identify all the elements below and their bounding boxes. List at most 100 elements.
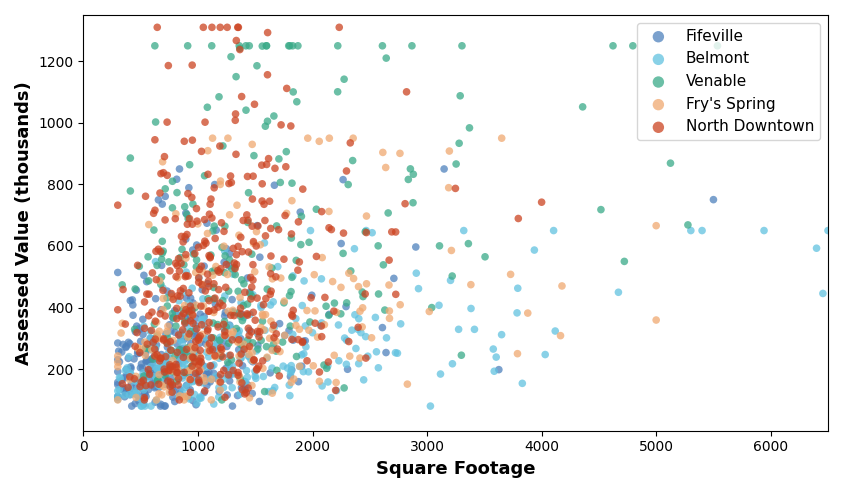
- Venable: [618, 257, 631, 265]
- Venable: [228, 271, 242, 279]
- North Downtown: [264, 224, 277, 232]
- Venable: [250, 62, 264, 70]
- North Downtown: [191, 336, 205, 344]
- Fifeville: [118, 388, 132, 396]
- Fry's Spring: [225, 330, 239, 338]
- Belmont: [233, 373, 246, 381]
- North Downtown: [271, 226, 285, 234]
- Belmont: [234, 348, 248, 355]
- North Downtown: [219, 283, 233, 291]
- Fry's Spring: [278, 331, 292, 339]
- Fifeville: [128, 384, 142, 392]
- Belmont: [237, 314, 250, 321]
- Fifeville: [141, 356, 154, 364]
- Venable: [245, 250, 259, 258]
- Fifeville: [264, 369, 277, 377]
- Fry's Spring: [153, 371, 166, 379]
- Fifeville: [336, 176, 350, 183]
- Fifeville: [127, 355, 141, 363]
- Fry's Spring: [255, 310, 269, 318]
- North Downtown: [194, 302, 207, 310]
- Fifeville: [379, 349, 393, 356]
- Fifeville: [159, 358, 173, 366]
- North Downtown: [228, 116, 242, 124]
- Fifeville: [135, 360, 148, 368]
- North Downtown: [214, 344, 228, 352]
- North Downtown: [205, 334, 218, 342]
- Venable: [406, 170, 420, 178]
- North Downtown: [179, 273, 192, 281]
- Fifeville: [148, 374, 162, 382]
- North Downtown: [164, 267, 177, 275]
- North Downtown: [291, 266, 304, 274]
- Belmont: [175, 388, 189, 396]
- Fry's Spring: [223, 211, 236, 219]
- Fry's Spring: [343, 352, 357, 360]
- Venable: [232, 287, 245, 295]
- Fifeville: [243, 288, 256, 296]
- North Downtown: [137, 394, 151, 402]
- North Downtown: [296, 185, 309, 193]
- Venable: [222, 339, 235, 347]
- Venable: [175, 246, 189, 253]
- Fifeville: [148, 398, 162, 406]
- Fry's Spring: [504, 271, 518, 279]
- Venable: [320, 364, 334, 372]
- Fry's Spring: [262, 263, 276, 271]
- Fry's Spring: [162, 367, 175, 375]
- Venable: [337, 384, 351, 392]
- Venable: [142, 253, 155, 261]
- North Downtown: [160, 172, 174, 179]
- North Downtown: [202, 318, 216, 326]
- North Downtown: [162, 367, 175, 375]
- Belmont: [226, 362, 239, 370]
- North Downtown: [175, 312, 189, 320]
- North Downtown: [230, 260, 244, 268]
- North Downtown: [190, 205, 203, 212]
- Fry's Spring: [191, 220, 205, 228]
- Fry's Spring: [237, 340, 250, 348]
- Fry's Spring: [313, 138, 326, 145]
- Fry's Spring: [322, 208, 336, 215]
- Venable: [160, 339, 174, 347]
- North Downtown: [173, 396, 186, 404]
- North Downtown: [147, 338, 160, 346]
- North Downtown: [241, 216, 255, 224]
- North Downtown: [152, 246, 165, 253]
- Venable: [234, 375, 247, 383]
- North Downtown: [250, 294, 264, 302]
- North Downtown: [182, 307, 196, 315]
- North Downtown: [241, 173, 255, 180]
- Belmont: [150, 364, 164, 372]
- Venable: [606, 42, 620, 50]
- Belmont: [111, 395, 125, 403]
- Venable: [406, 199, 420, 207]
- North Downtown: [242, 248, 255, 256]
- Belmont: [114, 375, 127, 383]
- Fifeville: [134, 337, 148, 345]
- Fry's Spring: [115, 329, 128, 337]
- Venable: [234, 341, 248, 349]
- Fry's Spring: [227, 328, 240, 336]
- Belmont: [119, 366, 132, 374]
- Venable: [237, 280, 250, 288]
- Fry's Spring: [169, 210, 183, 218]
- Belmont: [281, 364, 294, 372]
- Venable: [115, 281, 129, 289]
- North Downtown: [192, 361, 206, 369]
- North Downtown: [252, 362, 266, 370]
- Fifeville: [190, 352, 203, 360]
- North Downtown: [268, 164, 282, 172]
- Fry's Spring: [260, 353, 274, 361]
- Belmont: [172, 392, 185, 400]
- Venable: [270, 366, 283, 374]
- Fifeville: [172, 360, 185, 368]
- North Downtown: [284, 122, 298, 130]
- Belmont: [150, 359, 164, 367]
- Belmont: [180, 356, 193, 364]
- Venable: [237, 302, 250, 310]
- Fry's Spring: [180, 392, 194, 400]
- North Downtown: [247, 238, 260, 246]
- Fifeville: [210, 226, 223, 234]
- Fifeville: [253, 397, 266, 405]
